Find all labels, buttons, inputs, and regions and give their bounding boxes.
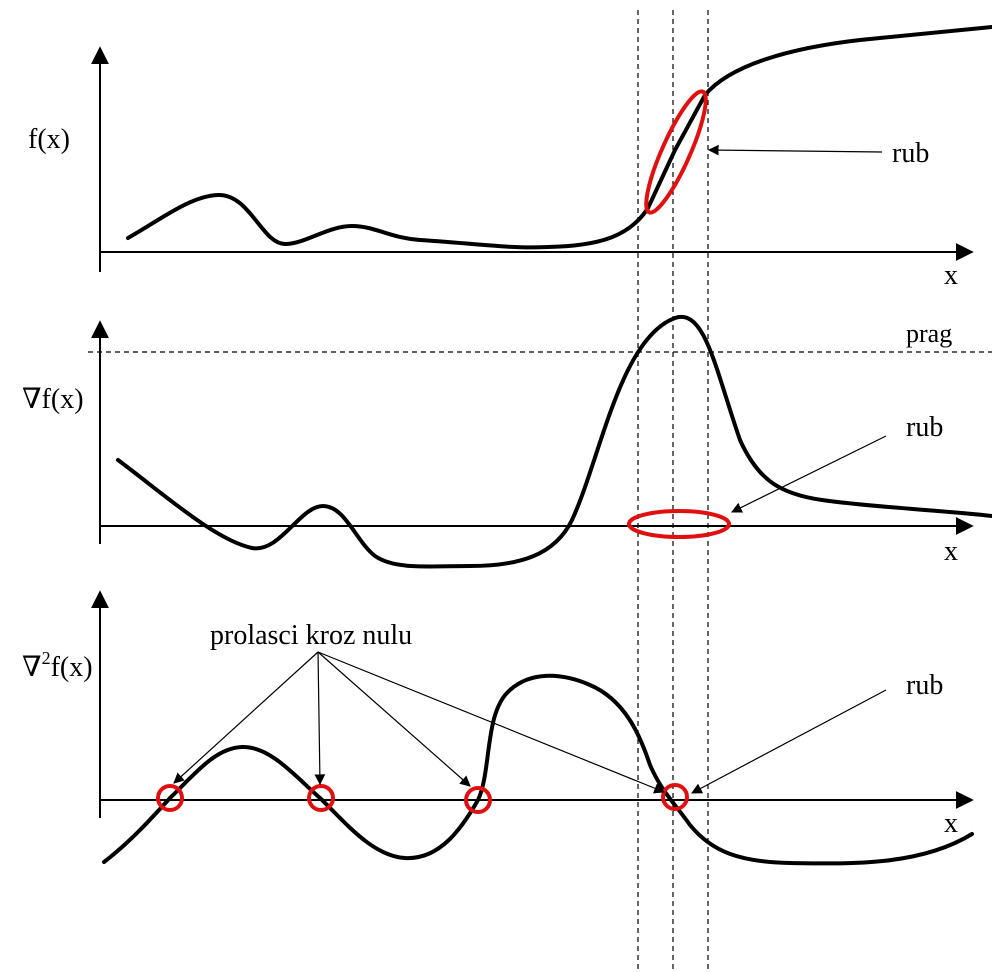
zero-crossing-3 <box>464 786 492 814</box>
zero-crossings-label: prolasci kroz nulu <box>210 620 412 651</box>
zero-crossing-arrow-2 <box>314 651 326 786</box>
zero-crossing-2 <box>307 784 335 812</box>
gradient-curve <box>116 314 992 569</box>
zero-crossing-arrow-3 <box>317 651 471 787</box>
middle-rub-label: rub <box>906 412 943 443</box>
middle-x-label: x <box>944 536 958 567</box>
top-x-label: x <box>944 260 958 291</box>
panel-gradient: prag ∇f(x) x rub <box>22 314 992 569</box>
top-rub-label: rub <box>892 138 929 169</box>
bottom-y-label: ∇2f(x) <box>22 648 93 683</box>
zero-crossing-4 <box>661 783 689 811</box>
top-y-label: f(x) <box>28 124 70 155</box>
middle-y-label: ∇f(x) <box>22 384 84 415</box>
zero-crossing-arrow-4 <box>317 651 666 794</box>
bottom-x-label: x <box>944 808 958 839</box>
panel-laplacian: ∇2f(x) x prolasci kroz nulu rub <box>22 590 974 866</box>
top-rub-arrow <box>707 144 883 156</box>
top-edge-marker <box>644 89 708 215</box>
bottom-rub-arrow <box>691 689 887 794</box>
laplacian-curve <box>102 673 974 866</box>
function-curve <box>126 25 992 250</box>
zero-crossing-1 <box>156 784 184 812</box>
middle-rub-arrow <box>731 435 887 513</box>
middle-edge-marker <box>627 509 731 539</box>
zero-crossing-arrow-1 <box>173 651 319 784</box>
panel-function: f(x) x rub <box>28 25 992 291</box>
bottom-rub-label: rub <box>906 670 943 701</box>
threshold-label: prag <box>906 319 952 348</box>
